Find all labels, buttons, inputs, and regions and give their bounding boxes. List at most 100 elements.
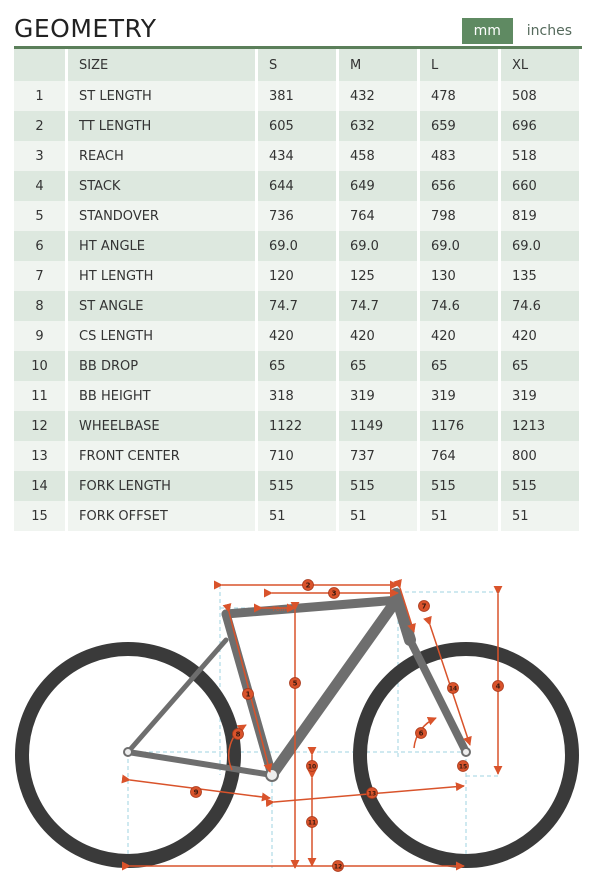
column-header-m: M	[339, 49, 420, 81]
value-l: 319	[420, 381, 501, 411]
row-label: FORK OFFSET	[68, 501, 258, 531]
row-index: 11	[14, 381, 68, 411]
marker-number: 9	[194, 789, 199, 797]
value-s: 65	[258, 351, 339, 381]
table-row: 6 HT ANGLE 69.0 69.0 69.0 69.0	[14, 231, 582, 261]
value-m: 1149	[339, 411, 420, 441]
unit-mm-button[interactable]: mm	[461, 18, 513, 44]
row-label: FRONT CENTER	[68, 441, 258, 471]
dimension-marker-3: 3	[328, 587, 340, 599]
front-axle	[461, 747, 471, 757]
value-s: 736	[258, 201, 339, 231]
value-m: 319	[339, 381, 420, 411]
table-row: 7 HT LENGTH 120 125 130 135	[14, 261, 582, 291]
marker-number: 7	[422, 603, 427, 611]
value-m: 125	[339, 261, 420, 291]
row-label: TT LENGTH	[68, 111, 258, 141]
table-row: 11 BB HEIGHT 318 319 319 319	[14, 381, 582, 411]
dimension-marker-15: 15	[457, 760, 469, 772]
value-l: 764	[420, 441, 501, 471]
marker-number: 14	[449, 686, 457, 693]
table-row: 13 FRONT CENTER 710 737 764 800	[14, 441, 582, 471]
row-label: ST ANGLE	[68, 291, 258, 321]
value-m: 764	[339, 201, 420, 231]
dimension-marker-9: 9	[190, 786, 202, 798]
value-m: 649	[339, 171, 420, 201]
value-s: 1122	[258, 411, 339, 441]
value-s: 120	[258, 261, 339, 291]
value-m: 74.7	[339, 291, 420, 321]
value-l: 74.6	[420, 291, 501, 321]
row-index: 9	[14, 321, 68, 351]
table-row: 14 FORK LENGTH 515 515 515 515	[14, 471, 582, 501]
row-index: 8	[14, 291, 68, 321]
row-label: FORK LENGTH	[68, 471, 258, 501]
marker-number: 3	[332, 590, 337, 598]
row-index: 4	[14, 171, 68, 201]
value-xl: 69.0	[501, 231, 582, 261]
value-xl: 800	[501, 441, 582, 471]
value-xl: 135	[501, 261, 582, 291]
row-label: ST LENGTH	[68, 81, 258, 111]
table-row: 2 TT LENGTH 605 632 659 696	[14, 111, 582, 141]
column-header-l: L	[420, 49, 501, 81]
value-l: 478	[420, 81, 501, 111]
value-xl: 74.6	[501, 291, 582, 321]
marker-number: 8	[236, 731, 241, 739]
table-row: 15 FORK OFFSET 51 51 51 51	[14, 501, 582, 531]
value-s: 644	[258, 171, 339, 201]
row-index: 5	[14, 201, 68, 231]
dimension-marker-7: 7	[418, 600, 430, 612]
value-m: 515	[339, 471, 420, 501]
value-s: 605	[258, 111, 339, 141]
value-s: 420	[258, 321, 339, 351]
table-header-row: SIZE S M L XL	[14, 49, 582, 81]
row-index: 2	[14, 111, 68, 141]
dimension-marker-14: 14	[447, 682, 459, 694]
value-l: 420	[420, 321, 501, 351]
value-s: 710	[258, 441, 339, 471]
marker-number: 4	[496, 683, 501, 691]
value-l: 483	[420, 141, 501, 171]
unit-toggle: mm inches	[461, 18, 582, 44]
dimension-marker-11: 11	[306, 816, 318, 828]
value-l: 656	[420, 171, 501, 201]
value-m: 420	[339, 321, 420, 351]
value-xl: 660	[501, 171, 582, 201]
dimension-marker-5: 5	[289, 677, 301, 689]
table-row: 10 BB DROP 65 65 65 65	[14, 351, 582, 381]
dimension-marker-4: 4	[492, 680, 504, 692]
value-l: 65	[420, 351, 501, 381]
row-label: HT ANGLE	[68, 231, 258, 261]
value-xl: 319	[501, 381, 582, 411]
row-index: 3	[14, 141, 68, 171]
value-l: 798	[420, 201, 501, 231]
marker-number: 15	[459, 764, 467, 771]
value-xl: 51	[501, 501, 582, 531]
value-l: 51	[420, 501, 501, 531]
row-index: 6	[14, 231, 68, 261]
value-l: 1176	[420, 411, 501, 441]
dimension-marker-10: 10	[306, 760, 318, 772]
row-index: 14	[14, 471, 68, 501]
value-xl: 65	[501, 351, 582, 381]
unit-inches-button[interactable]: inches	[526, 23, 572, 39]
value-s: 318	[258, 381, 339, 411]
row-index: 1	[14, 81, 68, 111]
dimension-marker-8: 8	[232, 728, 244, 740]
marker-number: 13	[368, 791, 376, 798]
table-row: 1 ST LENGTH 381 432 478 508	[14, 81, 582, 111]
value-s: 51	[258, 501, 339, 531]
row-label: STANDOVER	[68, 201, 258, 231]
row-label: WHEELBASE	[68, 411, 258, 441]
page-title: GEOMETRY	[14, 14, 157, 43]
table-row: 9 CS LENGTH 420 420 420 420	[14, 321, 582, 351]
row-label: STACK	[68, 171, 258, 201]
geometry-header: GEOMETRY mm inches	[14, 14, 582, 49]
dimension-marker-2: 2	[302, 579, 314, 591]
table-row: 12 WHEELBASE 1122 1149 1176 1213	[14, 411, 582, 441]
row-label: REACH	[68, 141, 258, 171]
value-m: 51	[339, 501, 420, 531]
